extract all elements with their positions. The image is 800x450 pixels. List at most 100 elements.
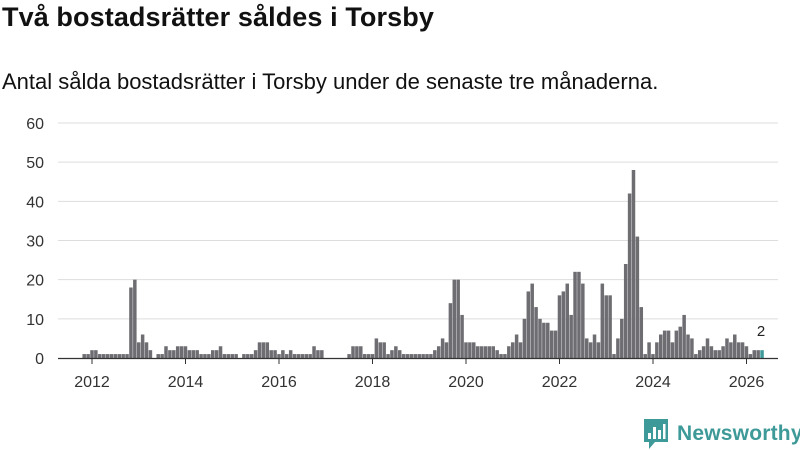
bar xyxy=(499,354,503,358)
bar xyxy=(534,307,538,358)
bar xyxy=(483,346,488,358)
bar xyxy=(98,354,102,358)
bar xyxy=(647,342,651,358)
bar xyxy=(697,350,702,358)
bar xyxy=(522,318,527,358)
bar xyxy=(736,342,741,358)
bar xyxy=(401,354,406,358)
bar xyxy=(682,314,686,358)
bar xyxy=(265,342,270,358)
bar xyxy=(386,354,390,358)
bar xyxy=(121,354,125,358)
bar xyxy=(316,350,320,358)
bar xyxy=(744,346,749,358)
bar xyxy=(452,279,457,358)
bar xyxy=(592,334,597,358)
bar xyxy=(472,342,476,358)
bar xyxy=(721,346,725,358)
y-tick-label: 0 xyxy=(35,351,44,368)
bar xyxy=(397,350,402,358)
bar xyxy=(740,342,745,358)
bar xyxy=(421,354,425,358)
bar xyxy=(573,271,577,358)
chart-title: Två bostadsrätter såldes i Torsby xyxy=(2,2,434,32)
bar xyxy=(203,354,207,358)
bar xyxy=(748,354,753,358)
bar xyxy=(752,350,756,358)
bar xyxy=(133,279,137,358)
bar xyxy=(253,350,258,358)
bar xyxy=(659,334,663,358)
x-tick-label: 2016 xyxy=(261,374,297,391)
bar xyxy=(257,342,262,358)
bar xyxy=(725,338,729,358)
y-tick-label: 60 xyxy=(26,116,44,133)
bar xyxy=(312,346,316,358)
bar xyxy=(487,346,492,358)
bar xyxy=(366,354,371,358)
bar xyxy=(479,346,484,358)
bar xyxy=(565,283,570,358)
brand-name: Newsworthy xyxy=(677,422,800,445)
bar xyxy=(635,236,640,358)
bar xyxy=(596,342,601,358)
bar xyxy=(390,350,394,358)
bar xyxy=(569,314,573,358)
bar xyxy=(160,354,164,358)
bar xyxy=(514,334,519,358)
bar xyxy=(612,354,616,358)
y-tick-label: 30 xyxy=(26,234,44,251)
bar xyxy=(351,346,355,358)
bar xyxy=(549,330,554,358)
bar xyxy=(183,346,188,358)
y-tick-label: 20 xyxy=(26,273,44,290)
bar xyxy=(604,295,608,358)
bar xyxy=(448,303,453,358)
bar xyxy=(456,279,460,358)
bar xyxy=(666,330,671,358)
bar xyxy=(195,350,199,358)
bar xyxy=(211,350,215,358)
bar xyxy=(179,346,184,358)
bar xyxy=(530,283,534,358)
bar xyxy=(631,170,636,358)
bar xyxy=(600,283,605,358)
bar xyxy=(129,287,133,358)
bar xyxy=(651,354,655,358)
bar xyxy=(148,350,153,358)
bar xyxy=(82,354,86,358)
bar xyxy=(417,354,421,358)
bar xyxy=(495,350,499,358)
bar xyxy=(269,350,273,358)
x-tick-label: 2018 xyxy=(355,374,391,391)
y-tick-label: 40 xyxy=(26,194,44,211)
y-tick-label: 10 xyxy=(26,312,44,329)
bar xyxy=(187,350,192,358)
bar xyxy=(136,342,141,358)
bar xyxy=(433,350,437,358)
bar xyxy=(729,342,733,358)
bar xyxy=(756,350,760,358)
bar xyxy=(588,342,593,358)
bar xyxy=(175,346,180,358)
bar xyxy=(355,346,359,358)
bar xyxy=(230,354,234,358)
bar xyxy=(191,350,196,358)
bar xyxy=(577,271,581,358)
bar xyxy=(561,291,566,358)
bar xyxy=(277,354,281,358)
bar xyxy=(94,350,98,358)
bar xyxy=(678,326,682,358)
bar xyxy=(542,322,546,358)
x-tick-label: 2020 xyxy=(448,374,484,391)
bar xyxy=(460,314,464,358)
bar xyxy=(359,346,363,358)
bar xyxy=(109,354,114,358)
bar xyxy=(475,346,480,358)
bar xyxy=(643,354,647,358)
bar xyxy=(207,354,211,358)
bar xyxy=(627,193,632,358)
bar-chart: 0 10 20 30 40 50 60 2012 2014 2016 2018 2020 2022 202… xyxy=(26,116,778,391)
bar xyxy=(709,346,714,358)
bar xyxy=(674,330,679,358)
